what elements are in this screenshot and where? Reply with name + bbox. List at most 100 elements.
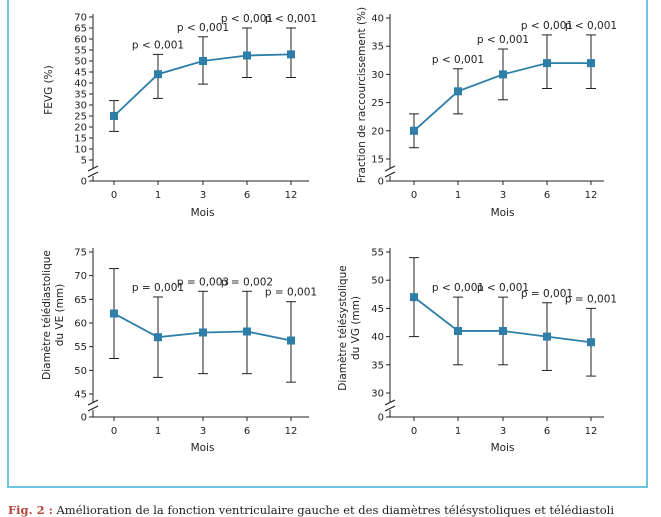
- p-value-annotation: p < 0,001: [265, 13, 317, 25]
- p-value-annotation: p < 0,001: [177, 22, 229, 34]
- y-tick-label: 15: [74, 134, 87, 145]
- y-tick-label: 30: [74, 101, 87, 112]
- y-tick-label: 5: [81, 156, 87, 167]
- p-value-annotation: p = 0,002: [221, 276, 273, 288]
- data-point: [410, 293, 418, 302]
- axis-break-mark: [384, 405, 396, 412]
- x-tick-label: 1: [155, 426, 161, 437]
- data-point: [587, 59, 595, 68]
- figure-caption: Fig. 2 : Amélioration de la fonction ven…: [8, 503, 661, 517]
- data-point: [110, 309, 118, 318]
- y-tick-label: 50: [371, 276, 384, 287]
- y-tick-label: 35: [371, 360, 384, 371]
- y-tick-label: 30: [371, 389, 384, 400]
- data-point: [110, 112, 118, 120]
- y-tick-label: 50: [74, 57, 87, 68]
- p-value-annotation: p = 0,001: [521, 288, 573, 300]
- y-tick-label: 65: [74, 24, 87, 35]
- y-axis-label: Fraction de raccourcissement (%): [356, 7, 368, 183]
- p-value-annotation: p < 0,001: [132, 39, 184, 51]
- data-point: [499, 70, 507, 79]
- p-value-annotation: p = 0,003: [177, 276, 229, 288]
- y-tick-label: 65: [74, 295, 87, 306]
- x-tick-label: 1: [455, 190, 461, 201]
- data-point: [410, 126, 418, 135]
- data-point: [199, 328, 207, 337]
- x-tick-label: 0: [411, 426, 417, 437]
- y-tick-label: 55: [74, 342, 87, 353]
- y-tick-label: 0: [81, 177, 87, 188]
- x-axis-label: Mois: [491, 207, 515, 219]
- x-tick-label: 3: [500, 426, 506, 437]
- y-tick-label: 25: [371, 98, 384, 109]
- chart-panel-4: 0 30 35 40 45 50 55 0 1 3 6 12 Mois Diamètre télésyst…: [337, 248, 617, 455]
- x-axis-label: Mois: [491, 442, 515, 454]
- x-tick-label: 6: [544, 426, 550, 437]
- y-tick-label: 20: [74, 123, 87, 134]
- y-tick-label: 30: [371, 70, 384, 81]
- p-value-annotation: p = 0,001: [565, 293, 617, 305]
- axis-break-mark: [384, 165, 396, 172]
- y-tick-label: 45: [371, 304, 384, 315]
- x-tick-label: 6: [244, 426, 250, 437]
- data-point: [243, 51, 251, 60]
- axis-break-mark: [87, 405, 99, 412]
- data-point: [154, 333, 162, 342]
- y-tick-label: 70: [74, 271, 87, 282]
- p-value-annotation: p < 0,001: [432, 282, 484, 294]
- axis-break-mark: [87, 171, 99, 178]
- data-point: [199, 57, 207, 65]
- x-tick-label: 12: [285, 190, 298, 201]
- data-point: [454, 87, 462, 96]
- x-tick-label: 3: [200, 190, 206, 201]
- y-tick-label: 45: [74, 390, 87, 401]
- y-tick-label: 40: [371, 332, 384, 343]
- p-value-annotation: p < 0,001: [521, 20, 573, 32]
- figure-label: Fig. 2 :: [8, 503, 53, 517]
- x-axis-label: Mois: [191, 442, 215, 454]
- y-tick-label: 0: [378, 413, 384, 424]
- data-point: [543, 332, 551, 341]
- p-value-annotation: p = 0,001: [265, 287, 317, 299]
- data-point: [287, 50, 295, 59]
- y-axis-label: FEVG (%): [43, 65, 55, 115]
- p-value-annotation: p < 0,001: [221, 13, 273, 25]
- y-tick-label: 40: [74, 79, 87, 90]
- y-tick-label: 45: [74, 68, 87, 79]
- y-tick-label: 25: [74, 112, 87, 123]
- x-tick-label: 3: [200, 426, 206, 437]
- y-tick-label: 0: [81, 413, 87, 424]
- x-tick-label: 12: [585, 426, 598, 437]
- data-point: [154, 70, 162, 79]
- x-tick-label: 0: [111, 190, 117, 201]
- caption-text: Amélioration de la fonction ventriculair…: [52, 503, 615, 517]
- x-tick-label: 6: [544, 190, 550, 201]
- data-point: [454, 326, 462, 335]
- y-axis-label: Diamètre télédiastoliquedu VE (mm): [41, 250, 66, 380]
- x-tick-label: 0: [411, 190, 417, 201]
- y-tick-label: 20: [371, 126, 384, 137]
- p-value-annotation: p < 0,001: [477, 282, 529, 294]
- data-point: [499, 326, 507, 335]
- y-tick-label: 75: [74, 248, 87, 259]
- x-axis-label: Mois: [191, 207, 215, 219]
- y-tick-label: 70: [74, 13, 87, 24]
- y-tick-label: 60: [74, 319, 87, 330]
- y-tick-label: 35: [74, 90, 87, 101]
- x-tick-label: 1: [455, 426, 461, 437]
- y-tick-label: 15: [371, 155, 384, 166]
- data-point: [287, 336, 295, 345]
- chart-panel-2: 0 15 20 25 30 35 40 0 1 3 6 12 Mois Fraction de racco…: [356, 7, 617, 219]
- data-point: [543, 59, 551, 68]
- x-tick-label: 0: [111, 426, 117, 437]
- axis-break-mark: [384, 171, 396, 178]
- chart-panel-3: 0 45 50 55 60 65 70 75 0 1 3 6 12 Mois Diamètre télédi…: [41, 248, 317, 455]
- x-tick-label: 3: [500, 190, 506, 201]
- x-tick-label: 6: [244, 190, 250, 201]
- data-point: [243, 327, 251, 336]
- data-point: [587, 338, 595, 347]
- y-tick-label: 60: [74, 35, 87, 46]
- y-tick-label: 50: [74, 366, 87, 377]
